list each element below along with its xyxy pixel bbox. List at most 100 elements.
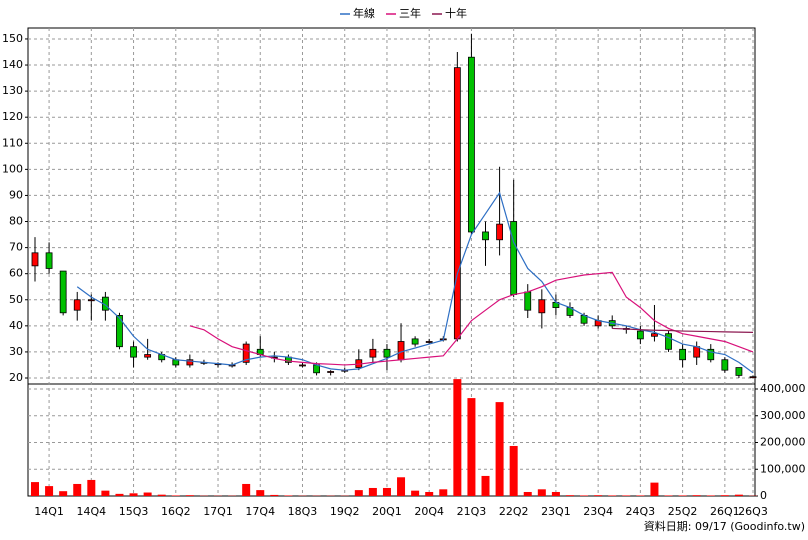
volume-bar [270, 494, 279, 496]
candle-body [693, 346, 701, 358]
candle-body [482, 231, 489, 241]
y-tick-label: 100 [2, 162, 23, 175]
volume-bar [242, 483, 251, 496]
candle-body [707, 348, 715, 361]
volume-bar [59, 491, 68, 496]
volume-bar [73, 483, 82, 496]
volume-bar [87, 479, 96, 496]
candle-body [186, 359, 194, 366]
volume-bar [467, 398, 476, 496]
legend-label: 十年 [445, 6, 467, 20]
candle-body [636, 330, 644, 340]
volume-bar [692, 495, 701, 496]
y-tick-label: 20 [9, 371, 23, 384]
candle-body [496, 223, 503, 241]
volume-bar [706, 495, 715, 496]
y-tick-label: 50 [9, 293, 23, 306]
volume-bar [720, 495, 729, 496]
y-tick-label: 120 [2, 110, 23, 123]
candle-body [327, 371, 335, 373]
volume-bar [256, 490, 265, 496]
y2-tick-label: 100,000 [760, 462, 806, 475]
x-tick-label: 14Q1 [34, 505, 64, 518]
y-tick-label: 40 [9, 319, 23, 332]
y-tick-label: 60 [9, 267, 23, 280]
volume-bar [523, 491, 532, 496]
candle-body [425, 341, 433, 343]
volume-bar [185, 495, 194, 496]
volume-bar [101, 490, 110, 496]
volume-bar [608, 495, 617, 496]
candle-body [31, 252, 39, 267]
y-tick-label: 80 [9, 215, 23, 228]
y-tick-label: 130 [2, 84, 23, 97]
x-tick-label: 20Q1 [372, 505, 402, 518]
volume-bar [594, 495, 603, 496]
candle-body [651, 333, 658, 337]
y-tick-label: 150 [2, 32, 23, 45]
volume-bar [565, 495, 574, 496]
candle-body [299, 364, 306, 367]
y-tick-label: 30 [9, 345, 23, 358]
volume-bar [425, 491, 434, 496]
x-tick-label: 17Q4 [245, 505, 275, 518]
volume-bar [664, 495, 673, 496]
candle-body [242, 343, 250, 363]
volume-bar [115, 493, 124, 496]
candle-body [510, 221, 518, 295]
candle-body [453, 67, 461, 340]
volume-bar [580, 495, 589, 496]
candle-body [130, 346, 137, 358]
candle-body [721, 359, 729, 371]
volume-bar [368, 487, 377, 496]
ma-line [189, 271, 754, 366]
candle-body [73, 299, 81, 311]
volume-bar [411, 490, 420, 496]
candle-body [144, 354, 152, 358]
candle-body [468, 56, 475, 233]
candle-body [397, 341, 405, 361]
legend-label: 三年 [399, 6, 421, 20]
volume-bar [171, 495, 180, 496]
candle-body [116, 315, 123, 348]
x-tick-label: 19Q2 [330, 505, 360, 518]
volume-bar [397, 477, 406, 496]
volume-bar [31, 482, 39, 496]
x-tick-label: 26Q3 [738, 505, 768, 518]
candle-body [679, 348, 687, 361]
candle-body [383, 348, 391, 358]
volume-bar [45, 486, 54, 496]
y-tick-label: 70 [9, 241, 23, 254]
x-tick-label: 15Q3 [119, 505, 149, 518]
y-tick-label: 110 [2, 136, 23, 149]
candle-body [59, 270, 67, 314]
x-tick-label: 23Q1 [541, 505, 571, 518]
y2-tick-label: 200,000 [760, 436, 806, 449]
x-tick-label: 17Q1 [203, 505, 233, 518]
y2-tick-label: 400,000 [760, 382, 806, 395]
candle-body [411, 338, 419, 345]
y-tick-label: 140 [2, 58, 23, 71]
plot-frame [27, 27, 756, 497]
volume-bar [636, 495, 645, 496]
x-tick-label: 26Q1 [710, 505, 740, 518]
volume-bar [354, 490, 363, 496]
footer: 資料日期: 09/17 (Goodinfo.tw) [644, 519, 805, 533]
volume-bar [622, 495, 631, 496]
x-tick-label: 24Q3 [626, 505, 656, 518]
candle-body [369, 348, 377, 358]
candle-body [665, 333, 672, 350]
volume-bar [453, 379, 462, 496]
volume-bar [537, 489, 546, 496]
legend-label: 年線 [353, 6, 375, 20]
x-tick-label: 21Q3 [457, 505, 487, 518]
y2-tick-label: 0 [760, 489, 767, 502]
candle-body [87, 299, 95, 302]
volume-bar [382, 487, 391, 496]
volume-bar [157, 494, 166, 496]
x-tick-label: 20Q4 [414, 505, 444, 518]
volume-bar [143, 492, 152, 496]
volume-bar [678, 495, 687, 496]
x-tick-label: 25Q2 [668, 505, 698, 518]
